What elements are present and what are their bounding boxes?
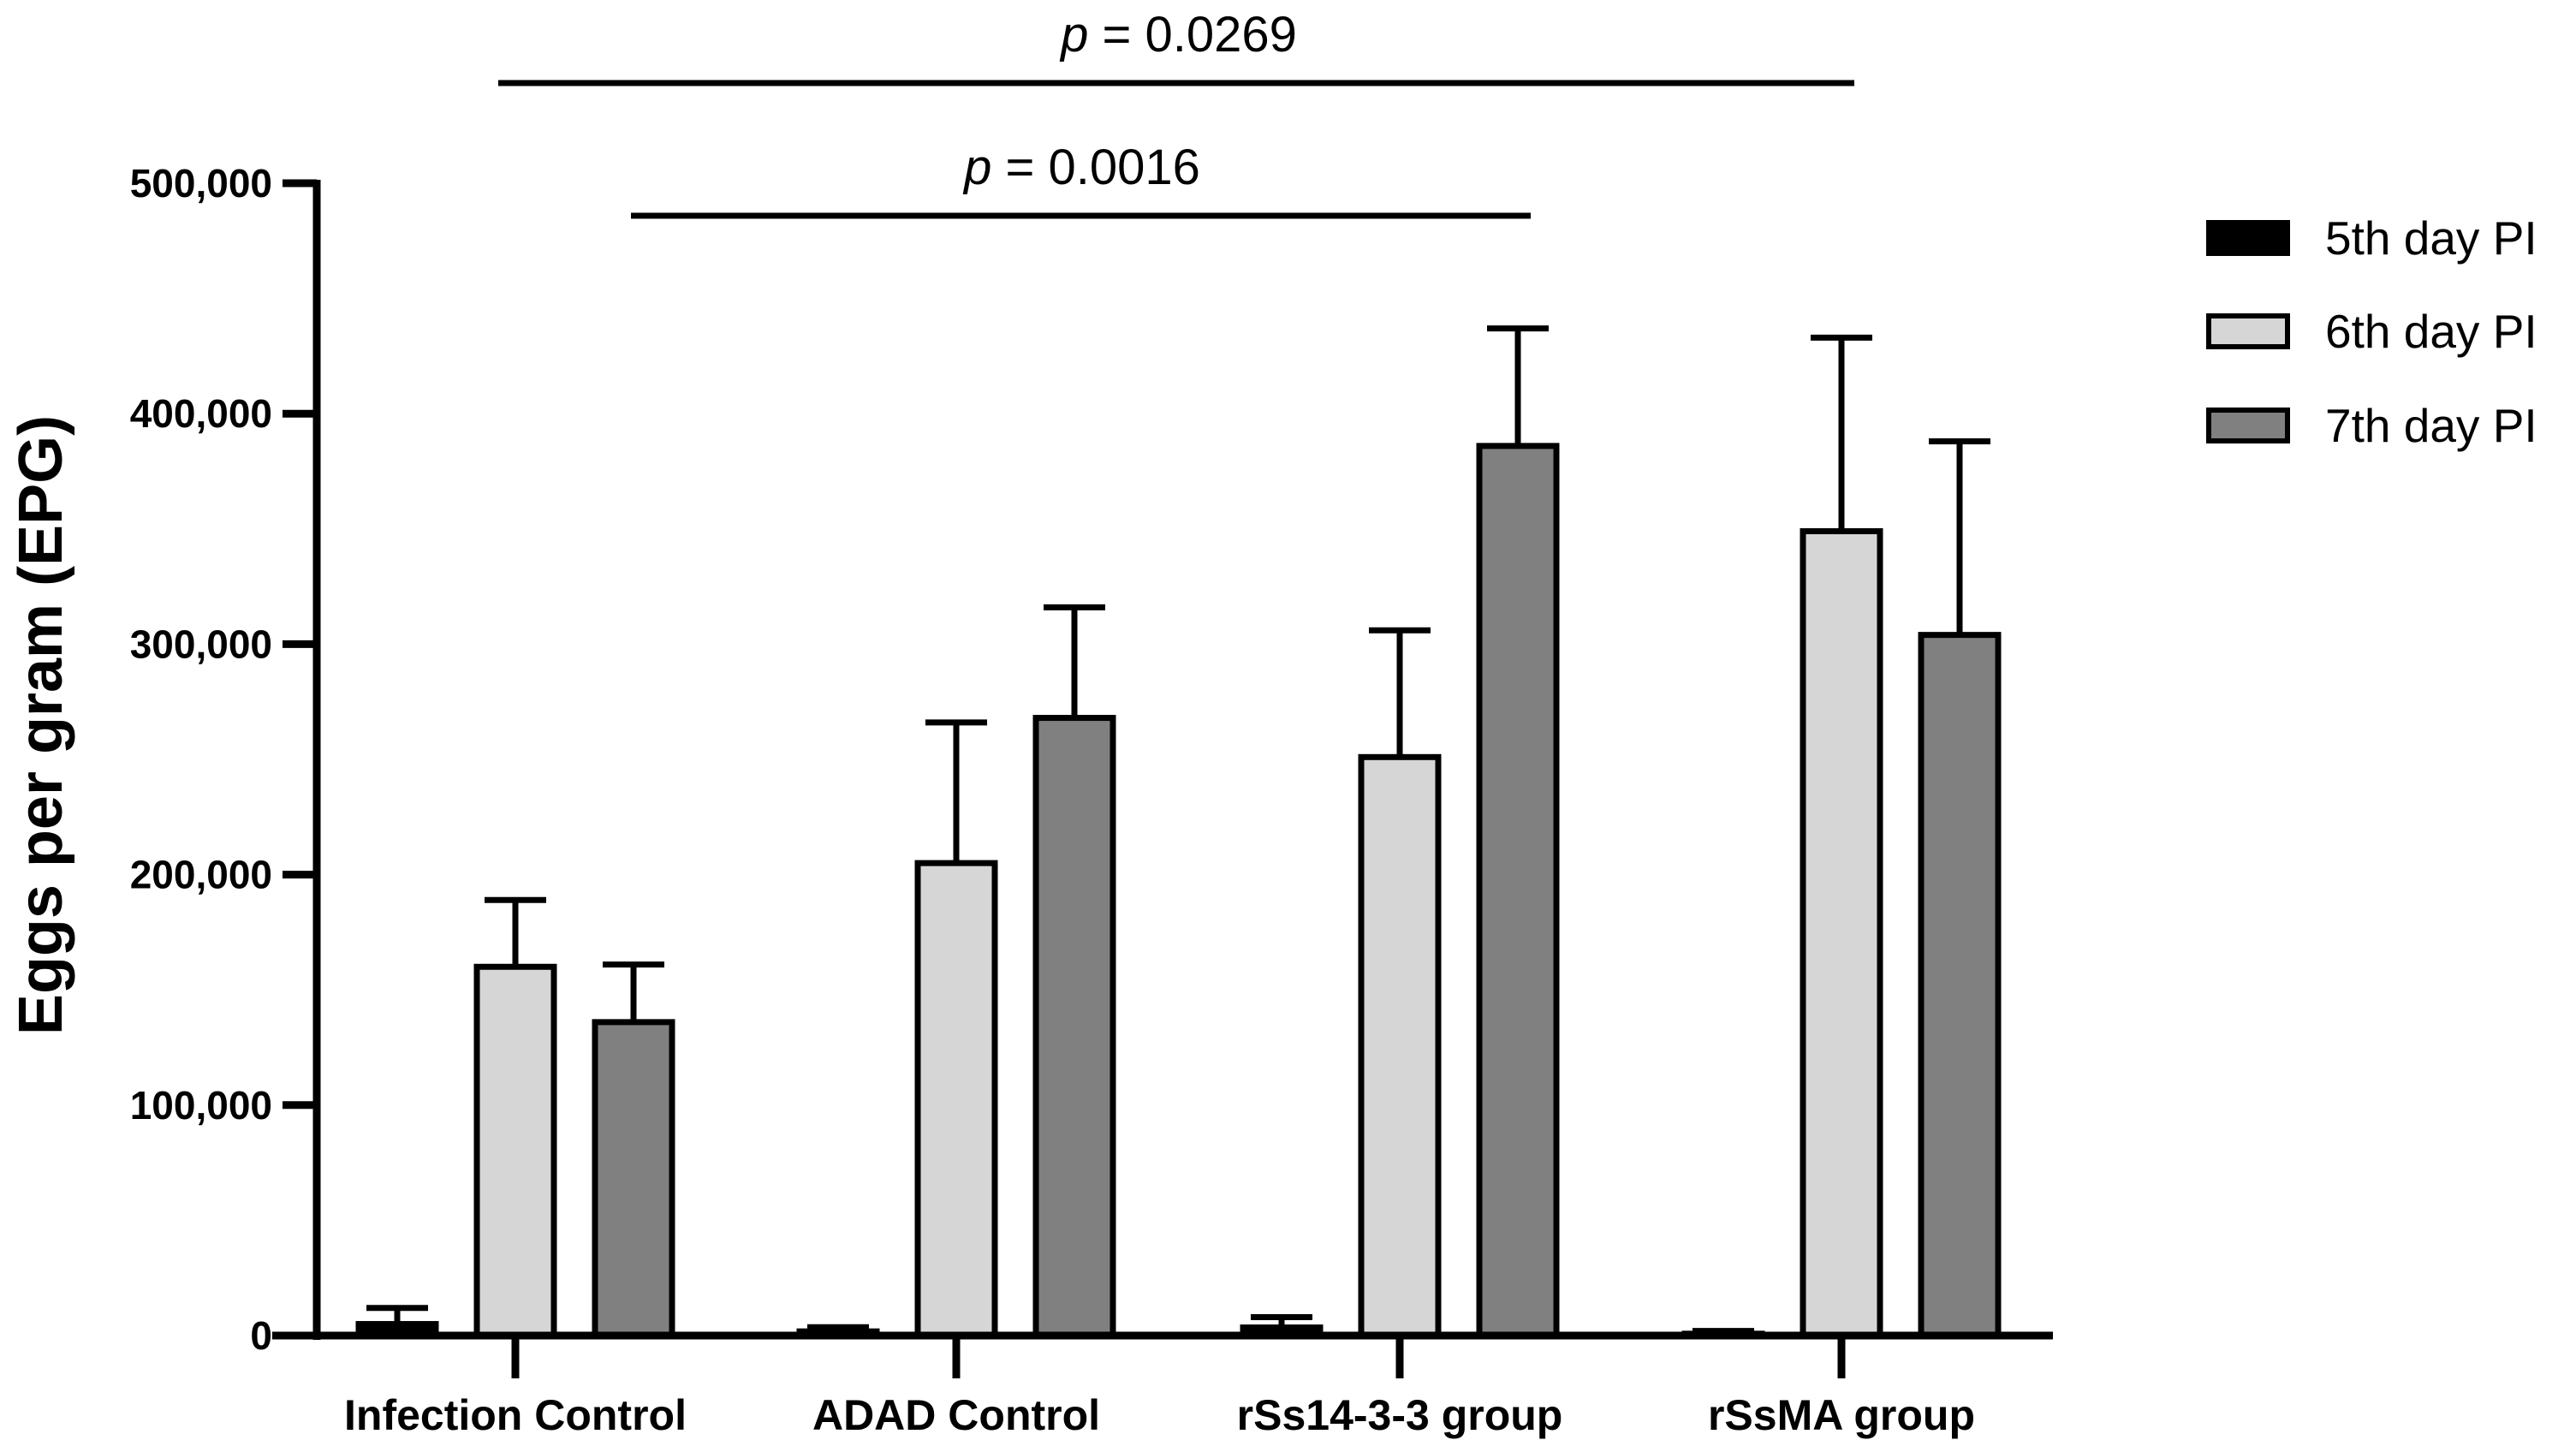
y-tick-label: 300,000 bbox=[130, 622, 272, 666]
p-value-label: p = 0.0016 bbox=[962, 140, 1200, 195]
y-tick-label: 500,000 bbox=[130, 161, 272, 205]
bars-group bbox=[355, 325, 2002, 1339]
bar-adad-control-series-3 bbox=[1032, 715, 1116, 1339]
x-tick-label: rSsMA group bbox=[1708, 1391, 1975, 1439]
legend-swatch bbox=[2206, 220, 2290, 256]
legend-label: 6th day PI bbox=[2325, 305, 2537, 358]
y-tick-label: 100,000 bbox=[130, 1083, 272, 1128]
legend-label: 5th day PI bbox=[2325, 211, 2537, 265]
legend-label: 7th day PI bbox=[2325, 399, 2537, 452]
bar-rssma-group-series-3 bbox=[1918, 632, 2002, 1339]
y-tick-label: 400,000 bbox=[130, 391, 272, 436]
significance-annotations: p = 0.0269 p = 0.0016 bbox=[498, 7, 1854, 219]
bar-adad-control-series-2 bbox=[914, 860, 998, 1339]
x-tick-label: Infection Control bbox=[344, 1391, 687, 1439]
bar-rss14-3-3-group-series-2 bbox=[1358, 753, 1442, 1339]
bar-infection-control-series-3 bbox=[592, 1019, 675, 1339]
y-axis-title: Eggs per gram (EPG) bbox=[7, 415, 75, 1035]
bar-rss14-3-3-group-series-3 bbox=[1476, 443, 1560, 1339]
legend: 5th day PI 6th day PI 7th day PI bbox=[2206, 211, 2537, 452]
bar-infection-control-series-2 bbox=[473, 963, 557, 1339]
axes-group: 0 100,000 200,000 300,000 400,000 500,000 Infe… bbox=[130, 161, 2053, 1439]
y-tick-label: 0 bbox=[250, 1313, 272, 1358]
x-tick-label: ADAD Control bbox=[812, 1391, 1100, 1439]
bar-rssma-group-series-2 bbox=[1800, 527, 1883, 1339]
legend-swatch bbox=[2206, 408, 2290, 443]
x-tick-label: rSs14-3-3 group bbox=[1237, 1391, 1563, 1439]
p-value-label: p = 0.0269 bbox=[1059, 7, 1297, 62]
legend-swatch bbox=[2206, 313, 2290, 349]
y-tick-label: 200,000 bbox=[130, 853, 272, 897]
